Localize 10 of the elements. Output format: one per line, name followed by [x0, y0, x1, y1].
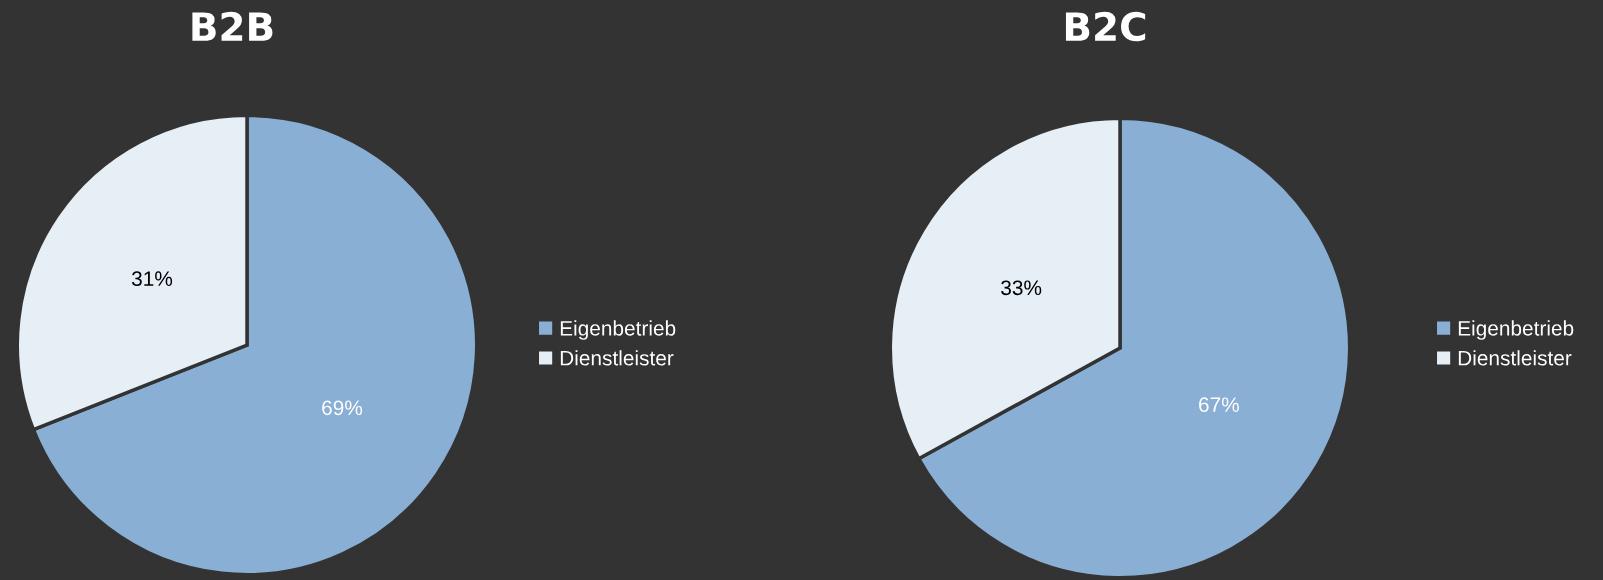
legend-label: Eigenbetrieb [560, 320, 676, 340]
data-label: 31% [131, 271, 173, 287]
legend-label: Dienstleister [560, 350, 674, 366]
chart-title: B2C [1065, 11, 1146, 42]
legend-label: Dienstleister [1458, 350, 1572, 366]
legend-label: Eigenbetrieb [1458, 320, 1574, 340]
data-label: 69% [322, 400, 363, 416]
chart-title: B2B [192, 11, 273, 41]
data-label: 33% [1001, 280, 1042, 296]
data-label: 67% [1199, 397, 1239, 413]
